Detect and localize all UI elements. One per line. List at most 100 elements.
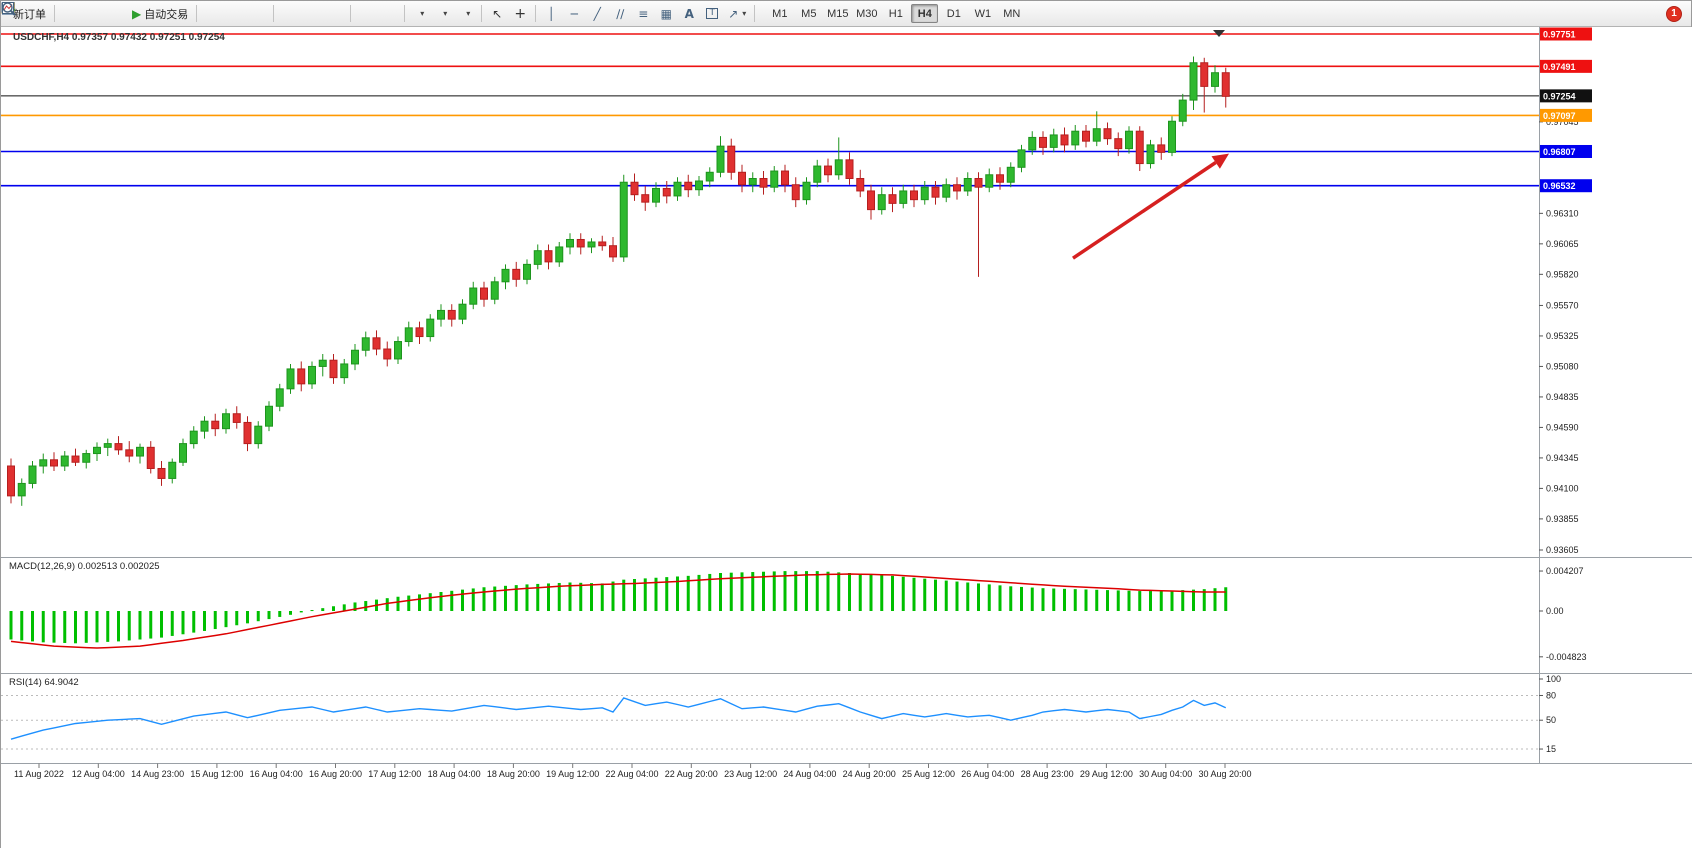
svg-text:0.95570: 0.95570: [1546, 300, 1579, 310]
timeframe-m15-button[interactable]: M15: [824, 4, 851, 23]
svg-text:16 Aug 04:00: 16 Aug 04:00: [250, 769, 303, 779]
candlestick-series[interactable]: [7, 56, 1230, 506]
tile-horizontal-button[interactable]: [2, 2, 400, 24]
chart-window-button[interactable]: [1, 2, 81, 24]
toolbar-separator: [481, 5, 483, 22]
shapes-tool-button[interactable]: ▦: [655, 3, 677, 24]
svg-text:0.95080: 0.95080: [1546, 361, 1579, 371]
svg-text:22 Aug 04:00: 22 Aug 04:00: [605, 769, 658, 779]
text-label-icon: T: [706, 8, 718, 19]
svg-text:23 Aug 12:00: 23 Aug 12:00: [724, 769, 777, 779]
timeframe-h4-button[interactable]: H4: [911, 4, 939, 23]
horizontal-line-icon: ─: [570, 6, 578, 21]
timeframe-d1-button[interactable]: D1: [940, 4, 967, 23]
timeframe-m30-button[interactable]: M30: [853, 4, 880, 23]
timeframe-group: M1 M5 M15 M30 H1 H4 D1 W1 MN: [765, 4, 1026, 23]
trend-arrow-annotation[interactable]: [1072, 153, 1229, 260]
cursor-button[interactable]: ↖: [486, 3, 508, 24]
text-tool-icon: A: [684, 6, 694, 21]
svg-text:0.004207: 0.004207: [1546, 566, 1584, 576]
timeframe-h1-button[interactable]: H1: [882, 4, 909, 23]
new-chart-dropdown[interactable]: ▾: [1, 2, 431, 24]
rsi-line: [10, 697, 1227, 740]
crosshair-button[interactable]: +: [509, 3, 531, 24]
svg-text:12 Aug 04:00: 12 Aug 04:00: [72, 769, 125, 779]
time-axis[interactable]: 11 Aug 2022 12 Aug 04:00 14 Aug 23:00 15 Au…: [14, 763, 1252, 780]
toolbar-separator: [196, 5, 198, 22]
svg-text:0.95325: 0.95325: [1546, 331, 1579, 341]
channel-tool-button[interactable]: ∕∕: [609, 3, 631, 24]
price-label-0.96807: [1540, 144, 1592, 158]
svg-text:16 Aug 20:00: 16 Aug 20:00: [309, 769, 362, 779]
zoom-in-button[interactable]: [2, 2, 300, 24]
vertical-line-tool-button[interactable]: │: [540, 3, 562, 24]
timeframe-w1-button[interactable]: W1: [969, 4, 996, 23]
macd-panel[interactable]: 0.004207 0.00 -0.004823: [9, 566, 1587, 662]
macd-signal-line: [10, 573, 1226, 649]
auto-trading-label: 自动交易: [144, 8, 189, 21]
auto-trading-button[interactable]: ▶ 自动交易: [128, 3, 192, 24]
candlestick-type-button[interactable]: [3, 2, 246, 24]
price-axis[interactable]: 0.970450.963100.960650.958200.955700.953…: [1539, 27, 1592, 556]
svg-text:0.97254: 0.97254: [1543, 91, 1576, 101]
svg-text:0.97751: 0.97751: [1543, 30, 1576, 40]
horizontal-line-tool-button[interactable]: ─: [563, 3, 585, 24]
toolbar: 新订单 ▶ 自动交易: [1, 1, 1691, 27]
price-label-0.97097: [1540, 108, 1592, 122]
svg-text:19 Aug 12:00: 19 Aug 12:00: [546, 769, 599, 779]
timeframe-m5-button[interactable]: M5: [795, 4, 822, 23]
cascade-windows-button[interactable]: [2, 2, 377, 24]
market-button[interactable]: [2, 2, 127, 24]
svg-text:11 Aug 2022: 11 Aug 2022: [14, 769, 64, 779]
svg-text:15: 15: [1546, 744, 1556, 754]
notification-badge[interactable]: 1: [1666, 5, 1682, 22]
arrows-tool-icon: ↗: [728, 6, 739, 21]
fibonacci-tool-button[interactable]: ≡: [632, 3, 654, 24]
toolbar-separator: [535, 5, 537, 22]
indicators-dropdown[interactable]: ▾: [2, 2, 477, 24]
fibonacci-icon: ≡: [638, 6, 649, 21]
svg-text:24 Aug 04:00: 24 Aug 04:00: [783, 769, 836, 779]
last-bar-marker: [1213, 30, 1225, 37]
dropdown-caret-icon: ▾: [466, 9, 471, 18]
svg-text:0.96065: 0.96065: [1546, 239, 1579, 249]
svg-text:30 Aug 04:00: 30 Aug 04:00: [1139, 769, 1192, 779]
line-chart-type-button[interactable]: [2, 3, 269, 24]
tile-windows-button[interactable]: [2, 2, 346, 24]
rsi-panel[interactable]: 100 80 50 15: [1, 674, 1561, 754]
svg-text:0.94590: 0.94590: [1546, 422, 1579, 432]
dropdown-caret-icon: ▾: [420, 9, 425, 18]
svg-text:25 Aug 12:00: 25 Aug 12:00: [902, 769, 955, 779]
svg-text:100: 100: [1546, 674, 1561, 684]
svg-text:0.94835: 0.94835: [1546, 392, 1579, 402]
svg-text:15 Aug 12:00: 15 Aug 12:00: [190, 769, 243, 779]
svg-text:-0.004823: -0.004823: [1546, 652, 1587, 662]
svg-text:0.00: 0.00: [1546, 606, 1564, 616]
price-label-0.97751: [1540, 27, 1592, 41]
dropdown-caret-icon: ▾: [742, 9, 747, 18]
svg-text:14 Aug 23:00: 14 Aug 23:00: [131, 769, 184, 779]
price-label-0.97491: [1540, 59, 1592, 73]
svg-text:0.93605: 0.93605: [1546, 545, 1579, 555]
text-tool-button[interactable]: A: [678, 3, 700, 24]
arrows-tool-dropdown[interactable]: ↗ ▾: [724, 3, 750, 24]
svg-text:0.93855: 0.93855: [1546, 514, 1579, 524]
svg-text:18 Aug 04:00: 18 Aug 04:00: [428, 769, 481, 779]
svg-text:24 Aug 20:00: 24 Aug 20:00: [843, 769, 896, 779]
bar-chart-type-button[interactable]: [3, 3, 223, 24]
text-label-tool-button[interactable]: T: [701, 3, 723, 24]
mql-community-button[interactable]: [2, 2, 104, 24]
svg-text:28 Aug 23:00: 28 Aug 23:00: [1021, 769, 1074, 779]
timeframe-m1-button[interactable]: M1: [766, 4, 793, 23]
zoom-out-button[interactable]: [2, 2, 323, 24]
svg-text:0.94100: 0.94100: [1546, 483, 1579, 493]
trendline-tool-button[interactable]: ╱: [586, 3, 608, 24]
timeframe-mn-button[interactable]: MN: [998, 4, 1025, 23]
price-label-0.97254: [1540, 89, 1592, 103]
periods-dropdown[interactable]: ▾: [2, 2, 454, 24]
svg-text:30 Aug 20:00: 30 Aug 20:00: [1198, 769, 1251, 779]
search-button[interactable]: [2, 2, 1660, 24]
horizontal-level-lines[interactable]: [1, 33, 1539, 187]
svg-text:0.96310: 0.96310: [1546, 208, 1579, 218]
